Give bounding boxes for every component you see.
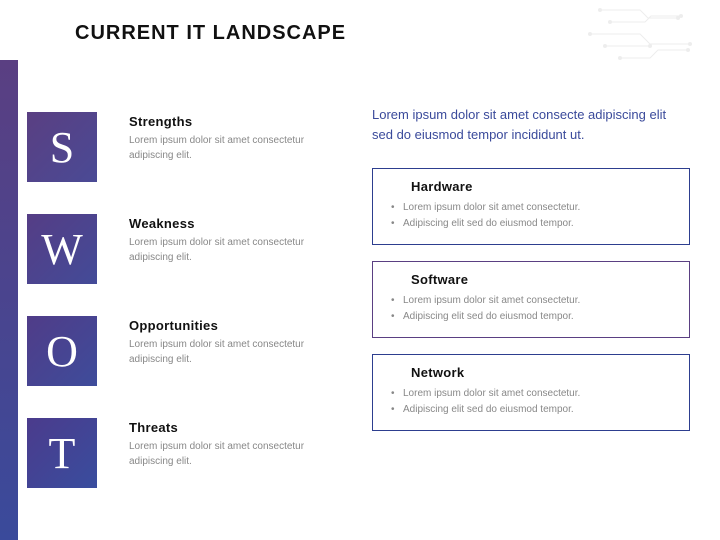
swot-tile-t: T [27, 418, 97, 488]
swot-column: SStrengthsLorem ipsum dolor sit amet con… [32, 112, 329, 520]
info-card: Software Lorem ipsum dolor sit amet conse… [372, 261, 690, 338]
swot-row: SStrengthsLorem ipsum dolor sit amet con… [32, 112, 329, 194]
swot-text: Strengths Lorem ipsum dolor sit amet cons… [129, 112, 329, 163]
swot-row: TThreatsLorem ipsum dolor sit amet conse… [32, 418, 329, 500]
card-list: Lorem ipsum dolor sit amet consectetur.A… [389, 200, 673, 232]
card-list: Lorem ipsum dolor sit amet consectetur.A… [389, 386, 673, 418]
swot-body: Lorem ipsum dolor sit amet consectetur a… [129, 134, 329, 163]
card-bullet: Adipiscing elit sed do eiusmod tempor. [389, 402, 673, 418]
circuit-decoration [580, 0, 720, 80]
side-stripe [0, 60, 18, 540]
swot-text: Threats Lorem ipsum dolor sit amet consec… [129, 418, 329, 469]
right-column: Lorem ipsum dolor sit amet consecte adip… [372, 105, 690, 447]
swot-tile-o: O [27, 316, 97, 386]
swot-row: OOpportunitiesLorem ipsum dolor sit amet… [32, 316, 329, 398]
card-bullet: Lorem ipsum dolor sit amet consectetur. [389, 386, 673, 402]
card-bullet: Lorem ipsum dolor sit amet consectetur. [389, 200, 673, 216]
card-list: Lorem ipsum dolor sit amet consectetur.A… [389, 293, 673, 325]
card-title: Hardware [411, 179, 673, 194]
swot-heading: Strengths [129, 114, 329, 129]
swot-body: Lorem ipsum dolor sit amet consectetur a… [129, 236, 329, 265]
swot-tile-w: W [27, 214, 97, 284]
card-title: Network [411, 365, 673, 380]
swot-row: WWeaknessLorem ipsum dolor sit amet cons… [32, 214, 329, 296]
page-title: CURRENT IT LANDSCAPE [75, 22, 346, 45]
swot-body: Lorem ipsum dolor sit amet consectetur a… [129, 338, 329, 367]
swot-tile-s: S [27, 112, 97, 182]
card-title: Software [411, 272, 673, 287]
card-bullet: Lorem ipsum dolor sit amet consectetur. [389, 293, 673, 309]
swot-body: Lorem ipsum dolor sit amet consectetur a… [129, 440, 329, 469]
card-bullet: Adipiscing elit sed do eiusmod tempor. [389, 216, 673, 232]
card-bullet: Adipiscing elit sed do eiusmod tempor. [389, 309, 673, 325]
swot-heading: Weakness [129, 216, 329, 231]
swot-heading: Threats [129, 420, 329, 435]
info-card: Network Lorem ipsum dolor sit amet consec… [372, 354, 690, 431]
intro-text: Lorem ipsum dolor sit amet consecte adip… [372, 105, 690, 144]
swot-heading: Opportunities [129, 318, 329, 333]
info-card: Hardware Lorem ipsum dolor sit amet conse… [372, 168, 690, 245]
swot-text: Weakness Lorem ipsum dolor sit amet conse… [129, 214, 329, 265]
swot-text: Opportunities Lorem ipsum dolor sit amet … [129, 316, 329, 367]
